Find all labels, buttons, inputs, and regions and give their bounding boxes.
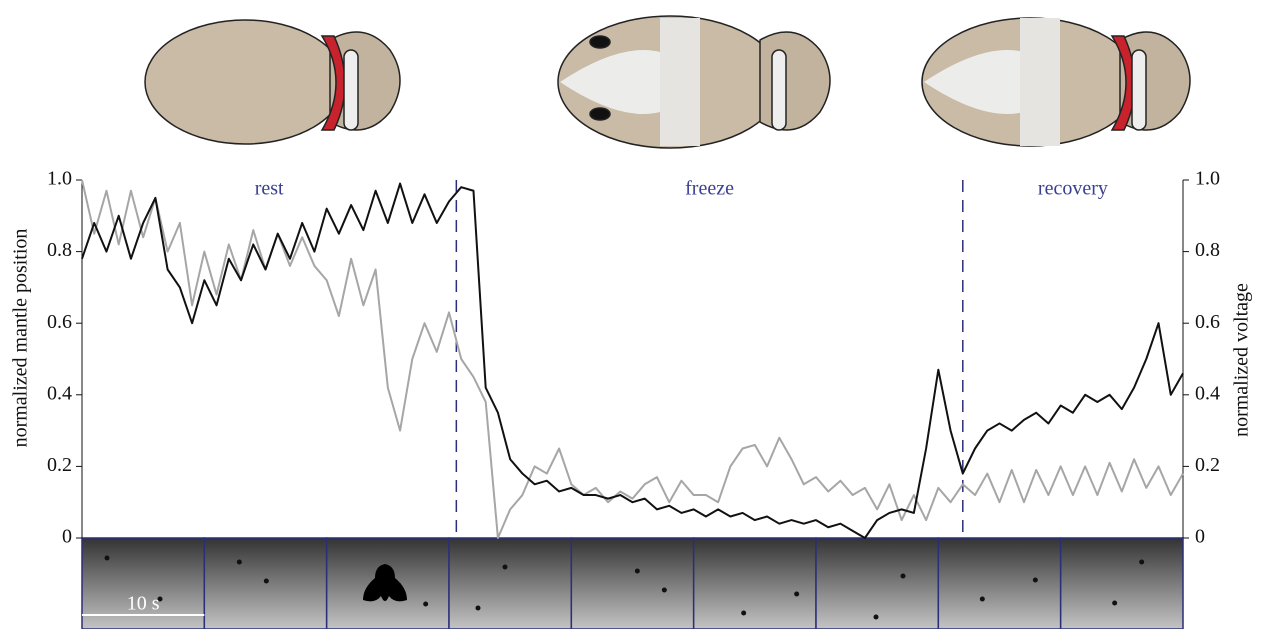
y2-tick-label: 1.0 bbox=[1195, 168, 1220, 190]
cuttlefish-recovery bbox=[921, 17, 1191, 147]
particle bbox=[794, 591, 800, 597]
frame bbox=[203, 537, 328, 629]
y2-tick-label: 0.4 bbox=[1195, 382, 1220, 404]
data-line bbox=[81, 179, 1184, 539]
particle bbox=[1139, 559, 1145, 565]
particle bbox=[979, 596, 985, 602]
phase-label: recovery bbox=[1038, 178, 1108, 200]
y-tick-label: 0.8 bbox=[47, 239, 72, 261]
frame bbox=[1059, 537, 1184, 629]
y-tick-label: 1.0 bbox=[47, 168, 72, 190]
frame bbox=[570, 537, 695, 629]
frame bbox=[815, 537, 940, 629]
video-frames: 10 s bbox=[81, 537, 1184, 629]
particle bbox=[741, 610, 747, 616]
particle bbox=[423, 601, 429, 607]
particle bbox=[1032, 577, 1038, 583]
cuttlefish-rest bbox=[144, 19, 401, 145]
y-tick-label: 0 bbox=[62, 526, 72, 548]
particle bbox=[475, 605, 481, 611]
particle bbox=[502, 564, 508, 570]
particle bbox=[634, 568, 640, 574]
particle bbox=[157, 596, 163, 602]
y2-tick-label: 0.2 bbox=[1195, 454, 1220, 476]
frame bbox=[937, 537, 1062, 629]
frame bbox=[692, 537, 817, 629]
y2-tick-label: 0 bbox=[1195, 526, 1205, 548]
particle bbox=[1112, 600, 1118, 606]
particle bbox=[873, 614, 879, 620]
y-tick-label: 0.2 bbox=[47, 454, 72, 476]
particle bbox=[263, 578, 269, 584]
silhouette bbox=[363, 564, 407, 602]
frame bbox=[448, 537, 573, 629]
y2-tick-label: 0.8 bbox=[1195, 239, 1220, 261]
cuttlefish-freeze bbox=[557, 15, 831, 149]
y-axis-label: normalized mantle position bbox=[10, 229, 32, 448]
particle bbox=[104, 555, 110, 561]
frame bbox=[81, 537, 206, 629]
phase-label: freeze bbox=[685, 178, 734, 200]
particle bbox=[900, 573, 906, 579]
scale-bar-label: 10 s bbox=[127, 593, 160, 615]
y2-axis-label: normalized voltage bbox=[1231, 283, 1253, 437]
data-line bbox=[81, 182, 1184, 539]
particle bbox=[661, 587, 667, 593]
y-tick-label: 0.6 bbox=[47, 311, 72, 333]
y-tick-label: 0.4 bbox=[47, 382, 72, 404]
phase-label: rest bbox=[255, 178, 284, 200]
y2-tick-label: 0.6 bbox=[1195, 311, 1220, 333]
particle bbox=[236, 559, 242, 565]
